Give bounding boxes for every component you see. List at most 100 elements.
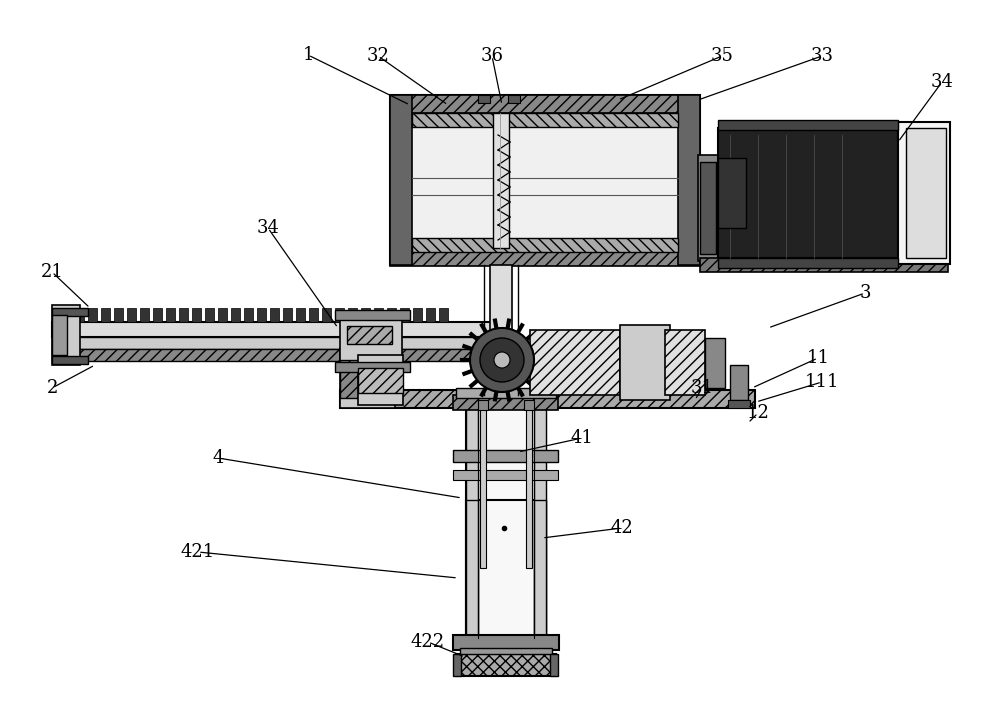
Bar	[361, 308, 370, 322]
Bar	[335, 308, 344, 322]
Bar	[52, 315, 67, 355]
Bar	[348, 308, 357, 322]
Bar	[698, 155, 718, 261]
Text: 34: 34	[931, 73, 953, 91]
Bar	[101, 308, 110, 322]
Bar	[718, 120, 898, 130]
Bar	[257, 308, 266, 322]
Bar	[705, 338, 725, 388]
Bar	[728, 400, 750, 408]
Bar	[466, 500, 478, 645]
Bar	[453, 654, 461, 676]
Bar	[52, 337, 502, 349]
Text: 12: 12	[747, 404, 769, 422]
Text: 3: 3	[859, 284, 871, 302]
Bar	[52, 322, 502, 337]
Bar	[340, 390, 755, 408]
Bar	[127, 308, 136, 322]
Bar	[153, 308, 162, 322]
Bar	[453, 470, 558, 480]
Bar	[478, 400, 488, 410]
Bar	[358, 368, 403, 393]
Bar	[114, 308, 123, 322]
Bar	[52, 305, 80, 365]
Text: 36: 36	[481, 47, 504, 65]
Bar	[530, 330, 620, 395]
Bar	[906, 128, 946, 258]
Text: 33: 33	[810, 47, 834, 65]
Bar	[270, 308, 279, 322]
Bar	[508, 95, 520, 103]
Bar	[466, 408, 478, 638]
Bar	[453, 635, 559, 650]
Bar	[231, 308, 240, 322]
Bar	[390, 95, 700, 265]
Circle shape	[470, 328, 534, 392]
Text: 34: 34	[257, 219, 279, 237]
Bar	[718, 158, 746, 228]
Bar	[524, 400, 534, 410]
Bar	[898, 122, 950, 264]
Bar	[390, 95, 412, 265]
Bar	[493, 113, 509, 248]
Bar	[140, 308, 149, 322]
Text: 32: 32	[367, 47, 389, 65]
Bar	[490, 265, 512, 395]
Text: 41: 41	[571, 429, 593, 447]
Text: 421: 421	[181, 543, 215, 561]
Bar	[426, 308, 435, 322]
Text: 2: 2	[46, 379, 58, 397]
Bar	[218, 308, 227, 322]
Bar	[283, 308, 292, 322]
Bar	[374, 308, 383, 322]
Bar	[347, 326, 392, 344]
Text: 4: 4	[212, 449, 224, 467]
Bar	[387, 308, 396, 322]
Bar	[412, 113, 678, 127]
Bar	[192, 308, 201, 322]
Bar	[335, 310, 410, 320]
Bar	[730, 365, 748, 400]
Bar	[665, 330, 705, 395]
Bar	[390, 248, 700, 266]
Bar	[700, 162, 716, 254]
Circle shape	[480, 338, 524, 382]
Text: 1: 1	[302, 46, 314, 64]
Bar	[466, 500, 546, 645]
Bar	[526, 408, 532, 568]
Bar	[166, 308, 175, 322]
Bar	[179, 308, 188, 322]
Bar	[205, 308, 214, 322]
Bar	[322, 308, 331, 322]
Bar	[478, 95, 490, 103]
Bar	[412, 238, 678, 252]
Bar	[309, 308, 318, 322]
Text: 111: 111	[805, 373, 839, 391]
Bar	[52, 349, 502, 361]
Bar	[400, 308, 409, 322]
Bar	[460, 648, 552, 654]
Bar	[678, 95, 700, 265]
Text: 35: 35	[711, 47, 733, 65]
Bar	[52, 308, 88, 316]
Text: 42: 42	[611, 519, 633, 537]
Bar	[62, 308, 71, 322]
Bar	[718, 258, 898, 268]
Bar	[75, 308, 84, 322]
Bar	[466, 408, 546, 638]
Bar	[700, 258, 948, 272]
Circle shape	[494, 352, 510, 368]
Bar	[453, 450, 558, 462]
Bar	[340, 348, 395, 408]
Bar	[340, 360, 360, 398]
Bar	[456, 654, 556, 676]
Text: 21: 21	[41, 263, 63, 281]
Bar	[456, 388, 556, 398]
Bar	[52, 356, 88, 364]
Bar	[413, 308, 422, 322]
Bar	[335, 362, 410, 372]
Text: 31: 31	[690, 379, 714, 397]
Bar	[718, 128, 898, 258]
Bar	[358, 355, 403, 405]
Bar	[340, 318, 402, 370]
